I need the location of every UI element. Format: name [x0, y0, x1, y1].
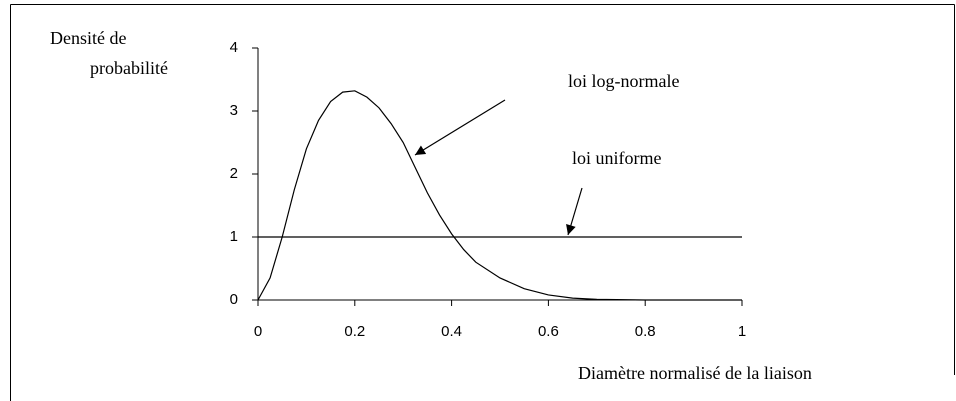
- x-axis-label: Diamètre normalisé de la liaison: [578, 363, 812, 383]
- y-axis-label: Densité de: [50, 28, 126, 48]
- y-tick-label: 4: [230, 39, 238, 56]
- x-tick-label: 0: [254, 323, 262, 340]
- series-line: [257, 90, 742, 301]
- y-axis-label: probabilité: [90, 58, 168, 78]
- annotation: loi uniforme: [572, 148, 661, 168]
- x-tick-label: 0.2: [344, 323, 365, 340]
- x-tick-label: 1: [738, 323, 746, 340]
- annotation-arrow: [414, 99, 506, 156]
- y-tick-label: 3: [230, 102, 238, 119]
- y-tick-label: 2: [230, 165, 238, 182]
- y-tick-label: 1: [230, 228, 238, 245]
- x-tick-label: 0.8: [635, 323, 656, 340]
- annotation-arrow: [566, 187, 583, 236]
- frame: [10, 4, 955, 401]
- x-tick-label: 0.6: [538, 323, 559, 340]
- x-tick-label: 0.4: [441, 323, 462, 340]
- annotation: loi log-normale: [568, 71, 679, 91]
- y-tick-label: 0: [230, 291, 238, 308]
